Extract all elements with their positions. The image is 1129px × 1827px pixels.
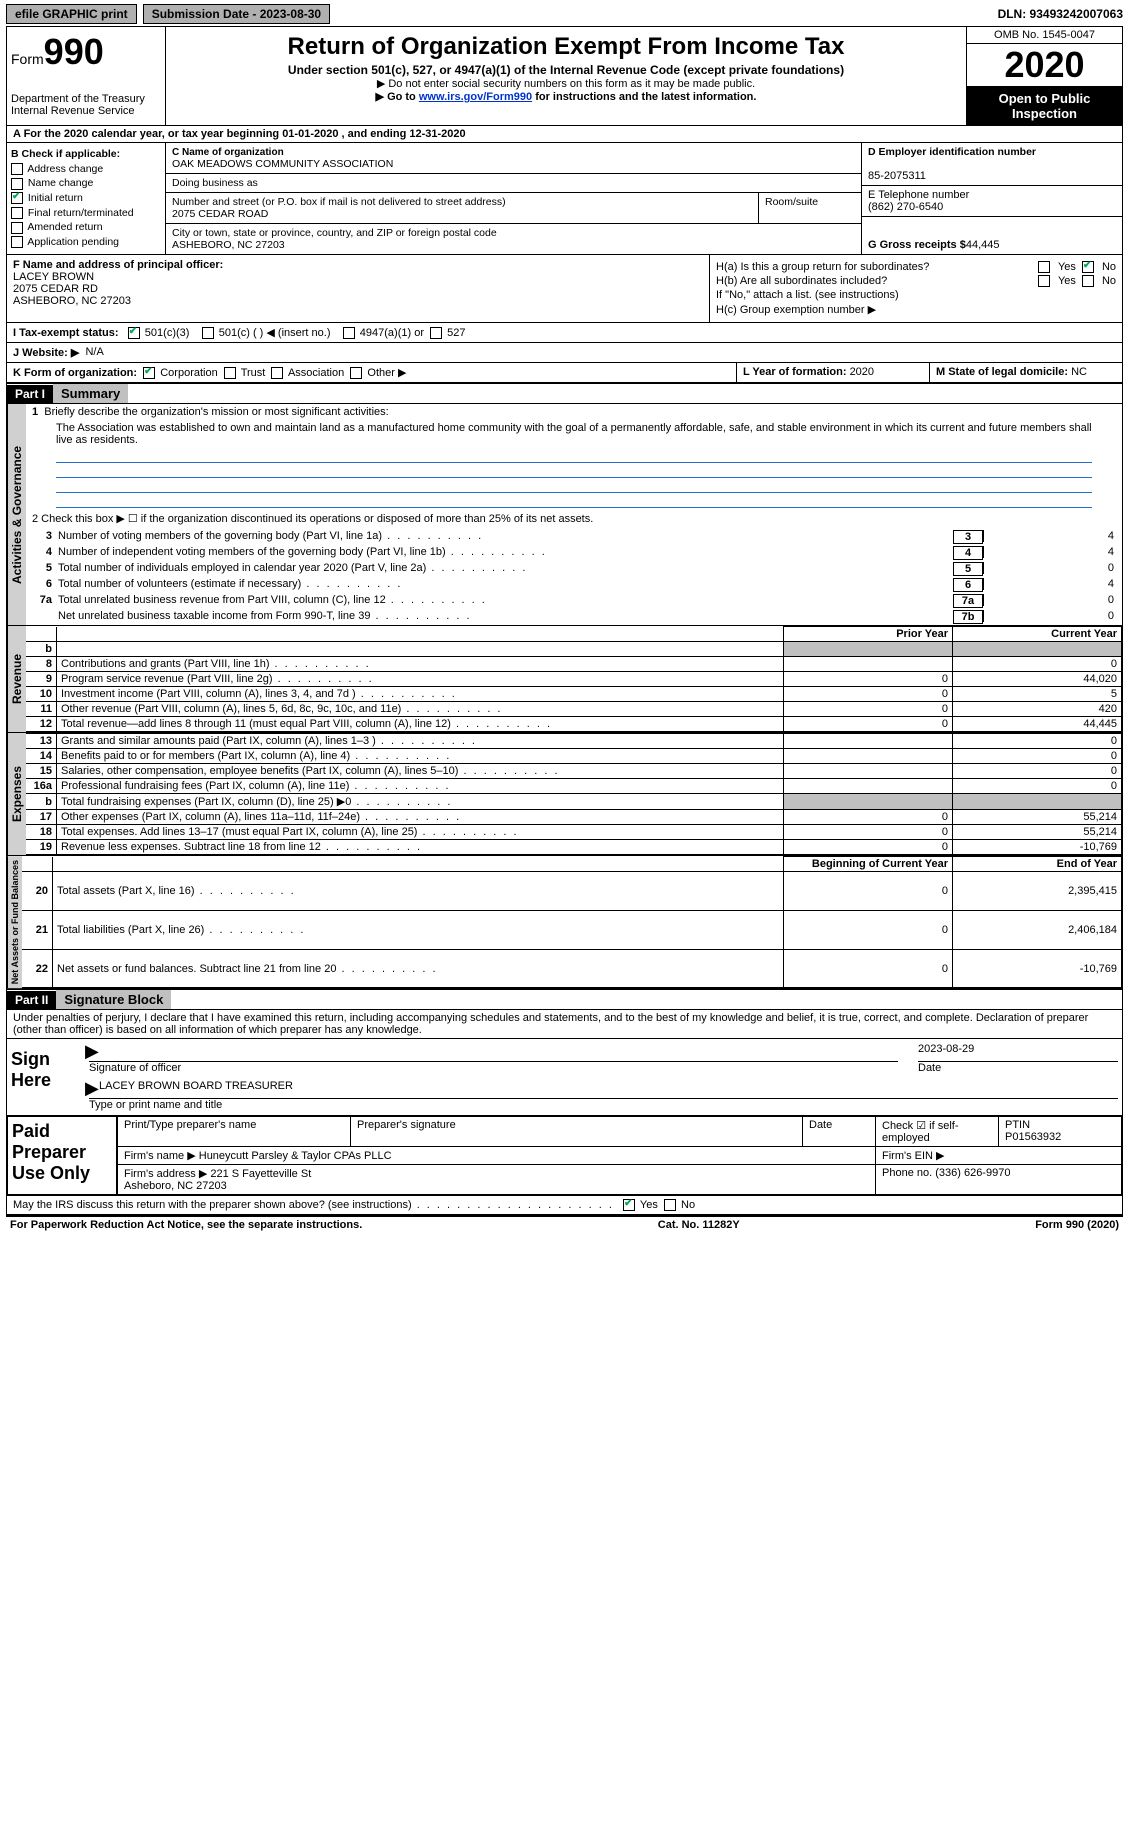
table-row: b xyxy=(26,642,1122,657)
ein-box: D Employer identification number 85-2075… xyxy=(862,143,1122,186)
efile-button[interactable]: efile GRAPHIC print xyxy=(6,4,137,24)
tax-year: 2020 xyxy=(967,44,1122,87)
top-bar: efile GRAPHIC print Submission Date - 20… xyxy=(6,4,1123,24)
dba-box: Doing business as xyxy=(166,174,861,193)
year-formation: L Year of formation: 2020 xyxy=(737,363,930,382)
line2: 2 Check this box ▶ ☐ if the organization… xyxy=(26,508,1122,529)
expenses-table: 13Grants and similar amounts paid (Part … xyxy=(26,733,1122,855)
expenses-label: Expenses xyxy=(7,733,26,855)
table-row: 17Other expenses (Part IX, column (A), l… xyxy=(26,810,1122,825)
gross-receipts-box: G Gross receipts $ 44,445 xyxy=(862,217,1122,254)
form-title: Return of Organization Exempt From Incom… xyxy=(174,33,958,61)
part2-title: Signature Block xyxy=(56,990,171,1009)
section-h: H(a) Is this a group return for subordin… xyxy=(710,255,1122,322)
tax-exempt-status: I Tax-exempt status: 501(c)(3) 501(c) ( … xyxy=(13,326,1116,339)
part1-header: Part I xyxy=(7,385,53,403)
table-row: 13Grants and similar amounts paid (Part … xyxy=(26,734,1122,749)
table-row: 14Benefits paid to or for members (Part … xyxy=(26,749,1122,764)
table-row: 19Revenue less expenses. Subtract line 1… xyxy=(26,840,1122,855)
dept-treasury: Department of the Treasury Internal Reve… xyxy=(11,93,161,117)
revenue-table: Prior YearCurrent Year b8Contributions a… xyxy=(26,626,1122,732)
table-row: 9Program service revenue (Part VIII, lin… xyxy=(26,672,1122,687)
part2-header: Part II xyxy=(7,991,56,1009)
table-row: 15Salaries, other compensation, employee… xyxy=(26,764,1122,779)
street-box: Number and street (or P.O. box if mail i… xyxy=(166,193,861,224)
discuss-row: May the IRS discuss this return with the… xyxy=(7,1196,1122,1216)
officer-box: F Name and address of principal officer:… xyxy=(7,255,710,322)
omb-number: OMB No. 1545-0047 xyxy=(967,27,1122,44)
netassets-label: Net Assets or Fund Balances xyxy=(7,856,22,988)
summary-line: 4Number of independent voting members of… xyxy=(26,545,1122,561)
netassets-table: Beginning of Current YearEnd of Year 20T… xyxy=(22,856,1122,988)
website-row: J Website: ▶ N/A xyxy=(7,343,1122,363)
dln-value: DLN: 93493242007063 xyxy=(998,7,1123,21)
page-footer: For Paperwork Reduction Act Notice, see … xyxy=(6,1217,1123,1233)
preparer-table: Print/Type preparer's name Preparer's si… xyxy=(117,1116,1122,1195)
table-row: 8Contributions and grants (Part VIII, li… xyxy=(26,657,1122,672)
form-header: Form990 Department of the Treasury Inter… xyxy=(7,27,1122,126)
instructions-note: ▶ Go to www.irs.gov/Form990 for instruct… xyxy=(174,90,958,103)
phone-box: E Telephone number (862) 270-6540 xyxy=(862,186,1122,217)
public-inspection: Open to Public Inspection xyxy=(967,87,1122,125)
table-row: 12Total revenue—add lines 8 through 11 (… xyxy=(26,717,1122,732)
summary-line: 5Total number of individuals employed in… xyxy=(26,561,1122,577)
summary-line: 7aTotal unrelated business revenue from … xyxy=(26,593,1122,609)
table-row: 16aProfessional fundraising fees (Part I… xyxy=(26,779,1122,794)
table-row: 18Total expenses. Add lines 13–17 (must … xyxy=(26,825,1122,840)
form-subtitle: Under section 501(c), 527, or 4947(a)(1)… xyxy=(174,63,958,77)
mission-text: The Association was established to own a… xyxy=(26,420,1122,448)
table-row: 10Investment income (Part VIII, column (… xyxy=(26,687,1122,702)
section-b: B Check if applicable: Address change Na… xyxy=(7,143,166,254)
table-row: 22Net assets or fund balances. Subtract … xyxy=(22,949,1122,988)
mission-label: 1 Briefly describe the organization's mi… xyxy=(26,404,1122,420)
form-990-label: Form990 xyxy=(11,31,161,73)
irs-link[interactable]: www.irs.gov/Form990 xyxy=(419,91,532,103)
privacy-note: ▶ Do not enter social security numbers o… xyxy=(174,77,958,90)
officer-signature-line[interactable]: ▶ xyxy=(89,1043,898,1062)
officer-name-line: ▶LACEY BROWN BOARD TREASURER xyxy=(89,1080,1118,1099)
signature-date: 2023-08-29 xyxy=(918,1043,1118,1062)
sign-here-label: Sign Here xyxy=(7,1039,85,1115)
form-of-org: K Form of organization: Corporation Trus… xyxy=(7,363,737,382)
tax-year-range: A For the 2020 calendar year, or tax yea… xyxy=(7,126,1122,143)
submission-date: Submission Date - 2023-08-30 xyxy=(143,4,330,24)
declaration: Under penalties of perjury, I declare th… xyxy=(7,1010,1122,1039)
summary-line: 6Total number of volunteers (estimate if… xyxy=(26,577,1122,593)
paid-preparer-label: Paid Preparer Use Only xyxy=(7,1116,117,1195)
table-row: 11Other revenue (Part VIII, column (A), … xyxy=(26,702,1122,717)
revenue-label: Revenue xyxy=(7,626,26,732)
governance-label: Activities & Governance xyxy=(7,404,26,625)
org-name-box: C Name of organization OAK MEADOWS COMMU… xyxy=(166,143,861,174)
table-row: 21Total liabilities (Part X, line 26)02,… xyxy=(22,910,1122,949)
summary-line: Net unrelated business taxable income fr… xyxy=(26,609,1122,625)
city-box: City or town, state or province, country… xyxy=(166,224,861,254)
part1-title: Summary xyxy=(53,384,128,403)
summary-line: 3Number of voting members of the governi… xyxy=(26,529,1122,545)
table-row: bTotal fundraising expenses (Part IX, co… xyxy=(26,794,1122,810)
table-row: 20Total assets (Part X, line 16)02,395,4… xyxy=(22,872,1122,911)
state-domicile: M State of legal domicile: NC xyxy=(930,363,1122,382)
